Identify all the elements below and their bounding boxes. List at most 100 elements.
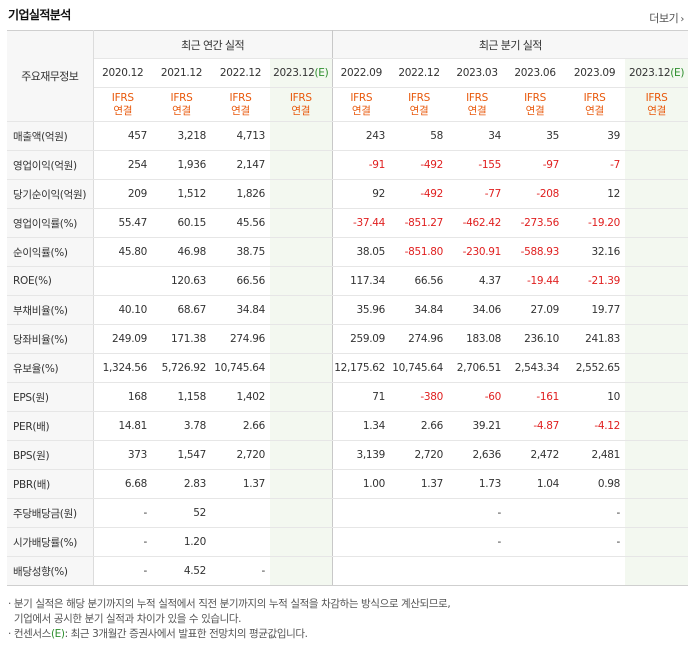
- column-date-estimate: 2023.12(E): [270, 58, 333, 88]
- table-cell: -60: [448, 382, 507, 412]
- table-cell: [506, 556, 565, 586]
- table-cell: 40.10: [93, 295, 152, 325]
- group-annual: 최근 연간 실적: [93, 30, 333, 59]
- table-cell: -37.44: [332, 208, 391, 238]
- table-cell: [270, 237, 333, 267]
- table-cell: -851.80: [390, 237, 449, 267]
- table-cell: 3.78: [152, 411, 211, 441]
- table-row: 유보율(%) 1,324.56 5,726.92 10,745.64 12,175.62…: [7, 353, 689, 383]
- table-row: BPS(원) 373 1,547 2,720 3,139 2,720 2,636 2,472 2…: [7, 440, 689, 470]
- table-cell: 373: [93, 440, 152, 470]
- table-cell: 2.66: [390, 411, 449, 441]
- table-cell: 1,826: [211, 179, 270, 209]
- table-cell: [211, 527, 270, 557]
- table-cell: [270, 556, 333, 586]
- table-cell: 2,720: [390, 440, 449, 470]
- table-cell: -588.93: [506, 237, 565, 267]
- table-cell: -19.20: [564, 208, 626, 238]
- table-cell: -77: [448, 179, 507, 209]
- table-cell: 3,218: [152, 121, 211, 151]
- table-cell: [625, 527, 689, 557]
- table-cell: [564, 556, 626, 586]
- footnotes: · 분기 실적은 해당 분기까지의 누적 실적에서 직전 분기까지의 누적 실적…: [8, 597, 451, 642]
- table-cell: 1.37: [211, 469, 270, 499]
- table-cell: -: [93, 527, 152, 557]
- ifrs-label: IFRS 연결: [506, 87, 565, 122]
- table-cell: -: [211, 556, 270, 586]
- table-cell: 34: [448, 121, 507, 151]
- table-cell: [506, 527, 565, 557]
- table-cell: [270, 266, 333, 296]
- table-cell: -97: [506, 150, 565, 180]
- table-cell: -21.39: [564, 266, 626, 296]
- ifrs-label: IFRS 연결: [211, 87, 270, 122]
- table-cell: 168: [93, 382, 152, 412]
- row-header-label: 주요재무정보: [7, 30, 94, 122]
- table-cell: 71: [332, 382, 391, 412]
- table-cell: 2.83: [152, 469, 211, 499]
- table-cell: 236.10: [506, 324, 565, 354]
- table-row: EPS(원) 168 1,158 1,402 71 -380 -60 -161 10: [7, 382, 689, 412]
- table-cell: 35: [506, 121, 565, 151]
- more-link[interactable]: 더보기 ›: [649, 10, 684, 26]
- ifrs-label: IFRS 연결: [564, 87, 626, 122]
- table-row: PBR(배) 6.68 2.83 1.37 1.00 1.37 1.73 1.04 0.98: [7, 469, 689, 499]
- table-cell: [332, 498, 391, 528]
- table-cell: 92: [332, 179, 391, 209]
- table-cell: 2,543.34: [506, 353, 565, 383]
- table-cell: 2,552.65: [564, 353, 626, 383]
- table-row: 부채비율(%) 40.10 68.67 34.84 35.96 34.84 34.06 27.…: [7, 295, 689, 325]
- table-cell: 2,481: [564, 440, 626, 470]
- table-cell: 55.47: [93, 208, 152, 238]
- note-line: 기업에서 공시한 분기 실적과 차이가 있을 수 있습니다.: [13, 613, 242, 625]
- table-cell: [625, 411, 689, 441]
- table-cell: [93, 266, 152, 296]
- table-cell: 1,936: [152, 150, 211, 180]
- table-row: 영업이익률(%) 55.47 60.15 45.56 -37.44 -851.27 -462…: [7, 208, 689, 238]
- table-cell: [270, 411, 333, 441]
- table-row: 당기순이익(억원) 209 1,512 1,826 92 -492 -77 -208 12: [7, 179, 689, 209]
- table-cell: [270, 469, 333, 499]
- table-cell: -91: [332, 150, 391, 180]
- table-row: 매출액(억원) 457 3,218 4,713 243 58 34 35 39: [7, 121, 689, 151]
- row-label: ROE(%): [7, 266, 94, 296]
- table-cell: 241.83: [564, 324, 626, 354]
- table-cell: [625, 440, 689, 470]
- table-cell: 10,745.64: [211, 353, 270, 383]
- column-date: 2020.12: [93, 58, 152, 88]
- table-row: ROE(%) 120.63 66.56 117.34 66.56 4.37 -19.44 -2…: [7, 266, 689, 296]
- table-cell: 243: [332, 121, 391, 151]
- table-cell: [270, 353, 333, 383]
- row-label: 배당성향(%): [7, 556, 94, 586]
- table-cell: 66.56: [211, 266, 270, 296]
- row-label: 영업이익(억원): [7, 150, 94, 180]
- table-cell: -230.91: [448, 237, 507, 267]
- table-cell: 1,324.56: [93, 353, 152, 383]
- table-cell: 1.73: [448, 469, 507, 499]
- more-label: 더보기: [649, 12, 679, 25]
- column-date: 2023.09: [564, 58, 626, 88]
- table-row: 시가배당률(%) -1.20- -: [7, 527, 689, 557]
- table-cell: -4.87: [506, 411, 565, 441]
- table-cell: 12,175.62: [332, 353, 391, 383]
- table-row: 배당성향(%) -4.52-: [7, 556, 689, 586]
- table-cell: 60.15: [152, 208, 211, 238]
- table-cell: 1.04: [506, 469, 565, 499]
- table-cell: 259.09: [332, 324, 391, 354]
- table-row: 주당배당금(원) -52- -: [7, 498, 689, 528]
- table-cell: [625, 556, 689, 586]
- table-cell: -: [93, 556, 152, 586]
- table-cell: [270, 121, 333, 151]
- table-cell: 209: [93, 179, 152, 209]
- row-label: 유보율(%): [7, 353, 94, 383]
- chevron-right-icon: ›: [680, 14, 684, 25]
- table-row: 순이익률(%) 45.80 46.98 38.75 38.05 -851.80 -230.9…: [7, 237, 689, 267]
- table-cell: [270, 527, 333, 557]
- table-cell: 10: [564, 382, 626, 412]
- table-cell: -: [564, 498, 626, 528]
- table-cell: 171.38: [152, 324, 211, 354]
- table-row: PER(배) 14.81 3.78 2.66 1.34 2.66 39.21 -4.87 -4.…: [7, 411, 689, 441]
- table-cell: 117.34: [332, 266, 391, 296]
- table-cell: 19.77: [564, 295, 626, 325]
- table-cell: -19.44: [506, 266, 565, 296]
